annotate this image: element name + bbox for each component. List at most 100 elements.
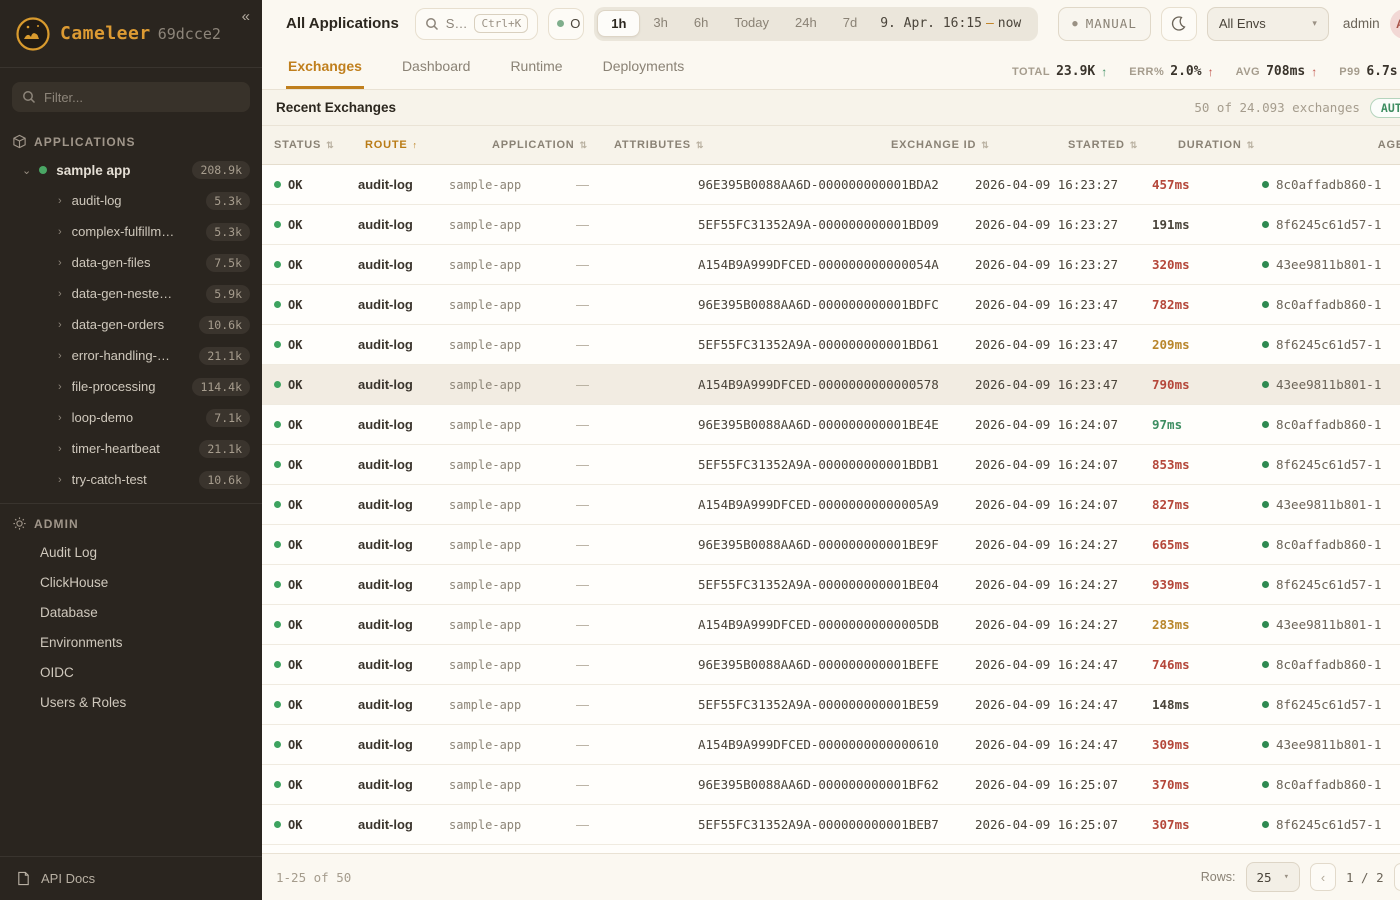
sidebar-route-item[interactable]: › complex-fulfillm… 5.3k xyxy=(0,216,262,247)
chevron-right-icon[interactable]: › xyxy=(58,349,62,362)
sidebar-route-item[interactable]: › timer-heartbeat 21.1k xyxy=(0,433,262,464)
prev-page-button[interactable]: ‹ xyxy=(1309,863,1336,891)
tab[interactable]: Runtime xyxy=(510,58,563,74)
sidebar-route-item[interactable]: › error-handling-… 21.1k xyxy=(0,340,262,371)
status-filter-chip[interactable]: O xyxy=(548,7,585,40)
sidebar-admin-item[interactable]: Audit Log xyxy=(0,537,262,567)
build-id: 69dcce2 xyxy=(157,24,221,43)
column-header[interactable]: STATUS ⇅ xyxy=(274,139,365,151)
tab[interactable]: Exchanges xyxy=(286,48,364,89)
table-row[interactable]: OK audit-log sample-app — 5EF55FC31352A9… xyxy=(262,565,1400,605)
chevron-right-icon[interactable]: › xyxy=(58,318,62,331)
manual-refresh-button[interactable]: ● MANUAL xyxy=(1058,6,1151,41)
chevron-right-icon[interactable]: › xyxy=(58,380,62,393)
table-row[interactable]: OK audit-log sample-app — 5EF55FC31352A9… xyxy=(262,205,1400,245)
table-row[interactable]: OK audit-log sample-app — 96E395B0088AA6… xyxy=(262,285,1400,325)
time-range-text[interactable]: 9. Apr. 16:15– now xyxy=(870,16,1035,31)
table-row[interactable]: OK audit-log sample-app — 96E395B0088AA6… xyxy=(262,645,1400,685)
column-header[interactable]: ROUTE ↑ xyxy=(365,139,492,151)
cell-agent: 43ee9811b801-1 xyxy=(1262,737,1400,752)
api-docs-link[interactable]: API Docs xyxy=(0,856,262,900)
table-row[interactable]: OK audit-log sample-app — A154B9A999DFCE… xyxy=(262,485,1400,525)
cell-agent: 8c0affadb860-1 xyxy=(1262,537,1400,552)
sidebar-admin-item[interactable]: Users & Roles xyxy=(0,687,262,717)
agent-dot xyxy=(1262,381,1269,388)
sidebar-item-sample-app[interactable]: ⌄ sample app 208.9k xyxy=(0,155,262,185)
sidebar-admin-item[interactable]: OIDC xyxy=(0,657,262,687)
chevron-right-icon[interactable]: › xyxy=(58,256,62,269)
sidebar-route-item[interactable]: › loop-demo 7.1k xyxy=(0,402,262,433)
rows-per-page-select[interactable]: 25 ▾ xyxy=(1245,862,1300,892)
time-range-segment[interactable]: 3h xyxy=(653,15,668,30)
column-label: STARTED xyxy=(1068,139,1125,151)
cell-started: 2026-04-09 16:23:27 xyxy=(975,257,1118,272)
column-header[interactable]: ATTRIBUTES ⇅ xyxy=(614,139,891,151)
cell-duration: 853ms xyxy=(1152,457,1262,472)
column-header[interactable]: DURATION ⇅ xyxy=(1178,139,1378,151)
table-row[interactable]: OK audit-log sample-app — 96E395B0088AA6… xyxy=(262,765,1400,805)
table-row[interactable]: OK audit-log sample-app — A154B9A999DFCE… xyxy=(262,245,1400,285)
sidebar-admin-item[interactable]: Database xyxy=(0,597,262,627)
search-placeholder: S… xyxy=(445,16,468,31)
chevron-right-icon[interactable]: › xyxy=(58,194,62,207)
cell-duration: 790ms xyxy=(1152,377,1262,392)
chevron-right-icon[interactable]: › xyxy=(58,473,62,486)
avatar[interactable]: AD xyxy=(1389,8,1400,39)
table-row[interactable]: OK audit-log sample-app — 5EF55FC31352A9… xyxy=(262,445,1400,485)
table-row[interactable]: OK audit-log sample-app — 96E395B0088AA6… xyxy=(262,405,1400,445)
filter-wrap xyxy=(0,68,262,122)
cell-duration: 307ms xyxy=(1152,817,1262,832)
time-range-segment[interactable]: 6h xyxy=(693,15,709,30)
sidebar-collapse-icon[interactable]: « xyxy=(241,8,250,25)
time-range-segment[interactable]: 24h xyxy=(795,15,817,30)
chevron-right-icon[interactable]: › xyxy=(58,411,62,424)
table-row[interactable]: OK audit-log sample-app — 96E395B0088AA6… xyxy=(262,525,1400,565)
column-header[interactable]: AGENT ⇅ xyxy=(1378,139,1400,151)
cell-route: audit-log xyxy=(358,537,413,552)
table-row[interactable]: OK audit-log sample-app — 96E395B0088AA6… xyxy=(262,165,1400,205)
expand-carat-icon[interactable]: ⌄ xyxy=(22,164,32,177)
column-header[interactable]: STARTED ⇅ xyxy=(1068,139,1178,151)
cell-duration: 827ms xyxy=(1152,497,1262,512)
filter-input[interactable] xyxy=(44,89,240,105)
next-page-button[interactable]: › xyxy=(1393,863,1400,891)
time-range-segment[interactable]: 7d xyxy=(842,15,858,30)
sidebar-route-item[interactable]: › data-gen-neste… 5.9k xyxy=(0,278,262,309)
cell-exchange-id: 96E395B0088AA6D-000000000001BE4E xyxy=(698,417,939,432)
sidebar-route-item[interactable]: › data-gen-files 7.5k xyxy=(0,247,262,278)
sidebar-admin-item[interactable]: Environments xyxy=(0,627,262,657)
theme-toggle-button[interactable] xyxy=(1160,6,1197,41)
table-row[interactable]: OK audit-log sample-app — 5EF55FC31352A9… xyxy=(262,685,1400,725)
table-row[interactable]: OK audit-log sample-app — 5EF55FC31352A9… xyxy=(262,805,1400,845)
time-range-segment[interactable]: Today xyxy=(734,15,770,30)
sidebar-route-item[interactable]: › data-gen-orders 10.6k xyxy=(0,309,262,340)
route-count-badge: 5.3k xyxy=(206,191,250,210)
auto-refresh-badge[interactable]: AUTO xyxy=(1369,97,1400,118)
time-range-segment[interactable]: 1h xyxy=(597,10,641,37)
status-text: OK xyxy=(288,697,303,712)
global-search-button[interactable]: S… Ctrl+K xyxy=(414,7,539,40)
column-header[interactable]: APPLICATION ⇅ xyxy=(492,139,614,151)
tab[interactable]: Dashboard xyxy=(401,58,471,74)
table-row[interactable]: OK audit-log sample-app — A154B9A999DFCE… xyxy=(262,725,1400,765)
table-row[interactable]: OK audit-log sample-app — A154B9A999DFCE… xyxy=(262,605,1400,645)
agent-dot xyxy=(1262,821,1269,828)
filter-box[interactable] xyxy=(12,82,250,112)
table-row[interactable]: OK audit-log sample-app — 5EF55FC31352A9… xyxy=(262,325,1400,365)
sidebar-route-item[interactable]: › audit-log 5.3k xyxy=(0,185,262,216)
cell-status: OK xyxy=(274,298,358,312)
sidebar-route-item[interactable]: › try-catch-test 10.6k xyxy=(0,464,262,495)
chevron-right-icon[interactable]: › xyxy=(58,442,62,455)
route-label: audit-log xyxy=(71,193,122,208)
table-row[interactable]: OK audit-log sample-app — A154B9A999DFCE… xyxy=(262,365,1400,405)
tab[interactable]: Deployments xyxy=(602,58,685,74)
chevron-right-icon[interactable]: › xyxy=(58,287,62,300)
chevron-right-icon[interactable]: › xyxy=(58,225,62,238)
column-header[interactable]: EXCHANGE ID ⇅ xyxy=(891,139,1068,151)
sidebar-route-item[interactable]: › file-processing 114.4k xyxy=(0,371,262,402)
environment-select[interactable]: All Envs ▾ xyxy=(1206,6,1329,41)
applications-section-header: APPLICATIONS xyxy=(0,122,262,155)
sidebar-admin-item[interactable]: ClickHouse xyxy=(0,567,262,597)
cell-exchange-id: 96E395B0088AA6D-000000000001BF62 xyxy=(698,777,939,792)
route-count-badge: 114.4k xyxy=(192,377,250,396)
